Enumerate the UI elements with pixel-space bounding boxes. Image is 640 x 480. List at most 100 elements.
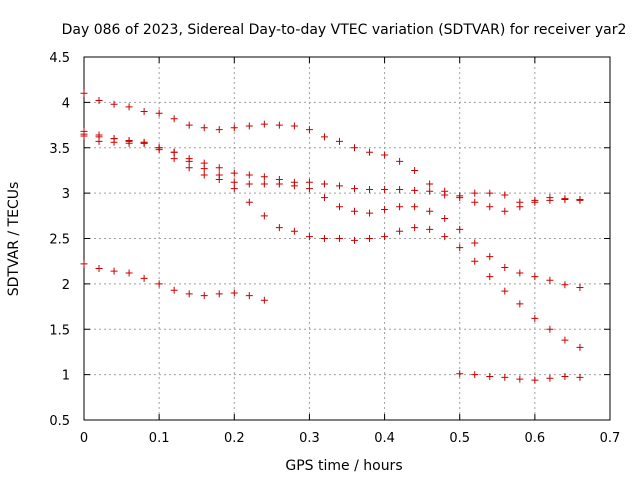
series-6 (456, 370, 584, 384)
data-point (170, 115, 178, 123)
data-point (576, 196, 584, 204)
data-point (351, 144, 359, 152)
data-point (335, 203, 343, 211)
data-point (260, 296, 268, 304)
data-point (290, 227, 298, 235)
data-point (155, 144, 163, 152)
data-point (260, 173, 268, 181)
data-point (185, 164, 193, 172)
data-point (546, 325, 554, 333)
data-point (441, 215, 449, 223)
data-point (546, 374, 554, 382)
data-point (561, 281, 569, 289)
data-point (215, 171, 223, 179)
data-point (335, 182, 343, 190)
data-point (245, 171, 253, 179)
data-point (501, 264, 509, 272)
data-point (426, 180, 434, 188)
data-point (110, 267, 118, 275)
data-point (471, 239, 479, 247)
data-point (501, 287, 509, 295)
data-point (185, 157, 193, 165)
data-point (381, 151, 389, 159)
data-point (230, 169, 238, 177)
data-point (351, 185, 359, 193)
data-point (140, 274, 148, 282)
data-point (215, 126, 223, 134)
data-point (140, 138, 148, 146)
data-point (456, 194, 464, 202)
data-point (561, 372, 569, 380)
data-point (290, 122, 298, 130)
data-point (366, 209, 374, 217)
x-tick-label: 0.1 (149, 431, 170, 446)
data-point (501, 191, 509, 199)
data-point (486, 273, 494, 281)
data-point (80, 260, 88, 268)
data-point (155, 109, 163, 117)
data-point (95, 264, 103, 272)
data-point (531, 198, 539, 206)
data-point (381, 205, 389, 213)
data-point (230, 178, 238, 186)
data-point (486, 203, 494, 211)
data-point (516, 300, 524, 308)
data-point (396, 185, 404, 193)
data-point (441, 233, 449, 241)
data-point (576, 343, 584, 351)
data-point (531, 376, 539, 384)
y-tick-label: 4 (62, 96, 70, 111)
data-point (411, 186, 419, 194)
axes: 0 0.1 0.2 0.3 0.4 0.5 0.6 0.7 0.5 1 1.5 2 2.5 3 3.5 4 4.… (49, 51, 620, 446)
data-point (305, 126, 313, 134)
data-point (305, 233, 313, 241)
data-point (471, 198, 479, 206)
data-point (441, 191, 449, 199)
y-tick-label: 2.5 (49, 233, 70, 248)
data-point (140, 107, 148, 115)
data-point (260, 212, 268, 220)
data-point (170, 155, 178, 163)
data-point (486, 189, 494, 197)
x-axis-label: GPS time / hours (285, 458, 402, 474)
data-point (245, 180, 253, 188)
data-point (471, 371, 479, 379)
data-point (396, 157, 404, 165)
data-point (320, 133, 328, 141)
data-point (245, 122, 253, 130)
x-tick-label: 0.2 (224, 431, 245, 446)
data-point (110, 100, 118, 108)
data-point (396, 227, 404, 235)
data-point (471, 257, 479, 265)
data-point (411, 166, 419, 174)
data-point (125, 139, 133, 147)
data-point (411, 203, 419, 211)
data-point (260, 180, 268, 188)
y-axis-label: SDTVAR / TECUs (6, 182, 22, 297)
data-point (546, 196, 554, 204)
data-point (185, 121, 193, 129)
data-point (351, 236, 359, 244)
x-tick-label: 0.6 (525, 431, 546, 446)
data-point (305, 178, 313, 186)
x-tick-label: 0.5 (449, 431, 470, 446)
y-tick-label: 3 (62, 187, 70, 202)
data-point (215, 290, 223, 298)
data-point (305, 185, 313, 193)
x-tick-label: 0.4 (374, 431, 395, 446)
series-4 (80, 132, 584, 351)
y-tick-label: 2 (62, 278, 70, 293)
data-point (245, 198, 253, 206)
chart-title: Day 086 of 2023, Sidereal Day-to-day VTE… (62, 22, 627, 38)
x-tick-label: 0.3 (299, 431, 320, 446)
data-point (275, 180, 283, 188)
data-point (95, 97, 103, 105)
data-point (426, 207, 434, 215)
data-point (516, 203, 524, 211)
y-tick-label: 1.5 (49, 323, 70, 338)
data-point (531, 314, 539, 322)
data-point (351, 207, 359, 215)
data-point (486, 253, 494, 261)
data-point (320, 235, 328, 242)
